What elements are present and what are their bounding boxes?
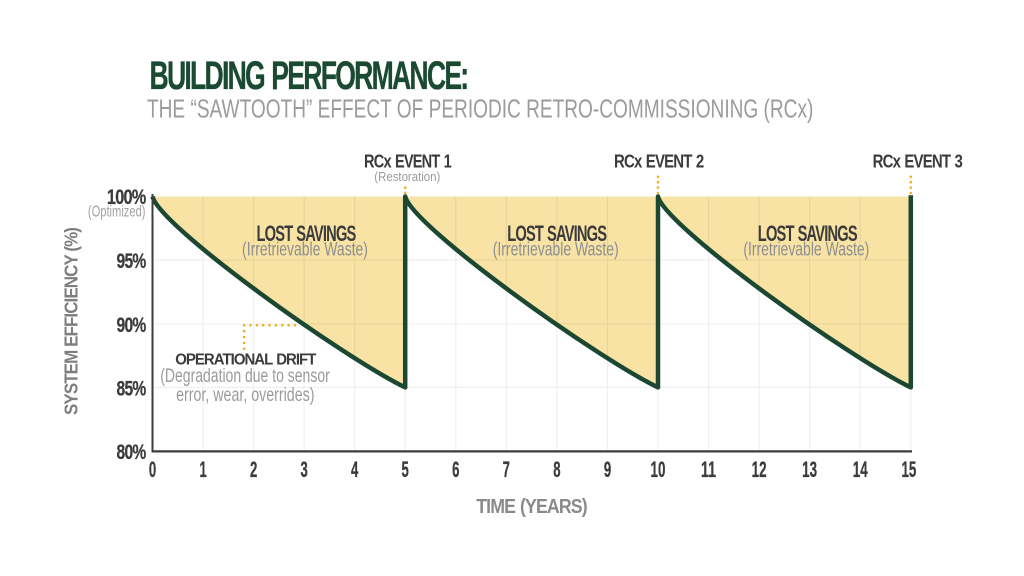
svg-text:3: 3 xyxy=(300,456,307,482)
svg-text:85%: 85% xyxy=(117,376,147,400)
svg-text:(Irretrievable Waste): (Irretrievable Waste) xyxy=(493,239,619,261)
svg-text:LOST SAVINGS: LOST SAVINGS xyxy=(758,221,857,246)
svg-text:5: 5 xyxy=(402,456,409,482)
svg-text:9: 9 xyxy=(604,456,611,482)
svg-text:TIME (YEARS): TIME (YEARS) xyxy=(476,496,587,519)
svg-text:LOST SAVINGS: LOST SAVINGS xyxy=(257,221,356,246)
svg-text:14: 14 xyxy=(853,456,868,481)
svg-text:error, wear, overrides): error, wear, overrides) xyxy=(176,384,314,406)
svg-text:OPERATIONAL DRIFT: OPERATIONAL DRIFT xyxy=(175,351,317,368)
svg-text:(Degradation due to sensor: (Degradation due to sensor xyxy=(160,365,330,387)
svg-text:(Irretrievable Waste): (Irretrievable Waste) xyxy=(242,239,368,261)
svg-text:(Restoration): (Restoration) xyxy=(374,169,440,184)
svg-text:12: 12 xyxy=(752,456,767,481)
svg-text:8: 8 xyxy=(553,456,560,482)
svg-text:7: 7 xyxy=(503,456,510,482)
svg-text:RCx EVENT 3: RCx EVENT 3 xyxy=(873,151,963,172)
svg-text:(Irretrievable Waste): (Irretrievable Waste) xyxy=(743,239,869,261)
svg-text:SYSTEM EFFICIENCY (%): SYSTEM EFFICIENCY (%) xyxy=(61,227,82,415)
svg-text:80%: 80% xyxy=(117,440,147,464)
svg-text:4: 4 xyxy=(351,456,359,482)
svg-text:LOST SAVINGS: LOST SAVINGS xyxy=(507,221,606,246)
svg-text:BUILDING PERFORMANCE:: BUILDING PERFORMANCE: xyxy=(150,54,468,99)
svg-text:90%: 90% xyxy=(117,312,147,336)
svg-text:RCx EVENT 1: RCx EVENT 1 xyxy=(364,152,452,172)
svg-text:1: 1 xyxy=(199,456,206,482)
svg-text:0: 0 xyxy=(149,456,156,482)
svg-text:RCx EVENT 2: RCx EVENT 2 xyxy=(614,151,704,172)
svg-text:(Optimized): (Optimized) xyxy=(88,203,146,220)
svg-text:95%: 95% xyxy=(117,249,147,273)
svg-text:11: 11 xyxy=(701,457,716,482)
svg-text:10: 10 xyxy=(651,456,666,481)
svg-text:2: 2 xyxy=(250,456,257,482)
svg-text:100%: 100% xyxy=(107,186,147,210)
svg-text:15: 15 xyxy=(901,456,916,481)
svg-text:13: 13 xyxy=(802,456,817,481)
svg-text:6: 6 xyxy=(452,456,459,482)
svg-text:THE “SAWTOOTH” EFFECT OF PERIO: THE “SAWTOOTH” EFFECT OF PERIODIC RETRO-… xyxy=(147,93,813,123)
